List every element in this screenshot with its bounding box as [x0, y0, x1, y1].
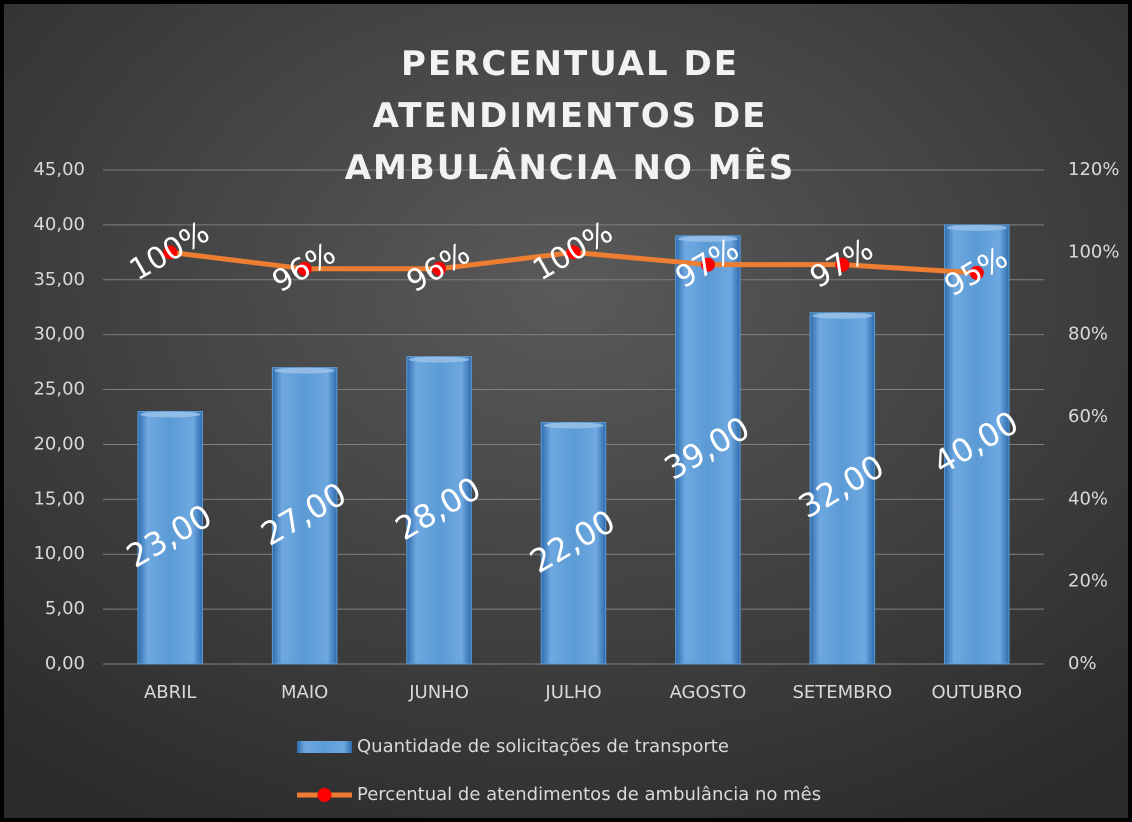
x-tick-label: OUTUBRO: [932, 682, 1023, 703]
y-tick-label: 15,00: [33, 488, 85, 509]
y-tick-label: 0,00: [45, 653, 85, 674]
bar: [675, 235, 741, 665]
y-tick-label: 35,00: [33, 269, 85, 290]
bar-top: [812, 312, 873, 319]
x-tick-label: AGOSTO: [670, 682, 747, 703]
y-tick-label: 5,00: [45, 598, 85, 619]
marker: [969, 265, 984, 280]
marker: [566, 245, 581, 260]
x-tick-label: JULHO: [544, 682, 601, 703]
bar-top: [408, 356, 470, 363]
legend-marker: [317, 788, 332, 802]
bar: [271, 367, 338, 665]
marker: [835, 257, 850, 272]
y2-tick-label: 20%: [1068, 571, 1108, 592]
marker: [432, 261, 447, 276]
bar: [944, 224, 1010, 665]
bar-top: [139, 411, 201, 418]
y2-tick-label: 40%: [1068, 488, 1108, 509]
legend-label: Percentual de atendimentos de ambulância…: [357, 784, 821, 805]
y-tick-label: 45,00: [33, 159, 85, 180]
bar-top: [677, 235, 739, 242]
x-tick-label: MAIO: [281, 682, 328, 703]
marker: [297, 261, 312, 276]
y-tick-label: 20,00: [33, 433, 85, 454]
y2-tick-label: 60%: [1068, 406, 1108, 427]
y-tick-label: 30,00: [33, 324, 85, 345]
bar: [540, 421, 607, 665]
marker: [163, 245, 178, 260]
bar: [406, 356, 472, 665]
legend-label: Quantidade de solicitações de transporte: [357, 736, 729, 757]
bar: [137, 411, 203, 665]
y-tick-label: 40,00: [33, 214, 85, 235]
y2-tick-label: 120%: [1068, 159, 1119, 180]
bar-top: [946, 224, 1008, 231]
x-tick-label: SETEMBRO: [792, 682, 892, 703]
chart-title: PERCENTUAL DE ATENDIMENTOS DE AMBULÂNCIA…: [344, 44, 796, 188]
y2-tick-label: 0%: [1068, 653, 1097, 674]
marker: [700, 257, 715, 272]
y-tick-label: 25,00: [33, 379, 85, 400]
bar-top: [543, 422, 604, 429]
bar-top: [274, 367, 335, 374]
legend-swatch: [297, 741, 352, 753]
x-tick-label: ABRIL: [144, 682, 197, 703]
y2-tick-label: 100%: [1068, 241, 1119, 262]
y2-tick-label: 80%: [1068, 324, 1108, 345]
bar: [809, 312, 876, 665]
y-tick-label: 10,00: [33, 543, 85, 564]
x-tick-label: JUNHO: [408, 682, 469, 703]
